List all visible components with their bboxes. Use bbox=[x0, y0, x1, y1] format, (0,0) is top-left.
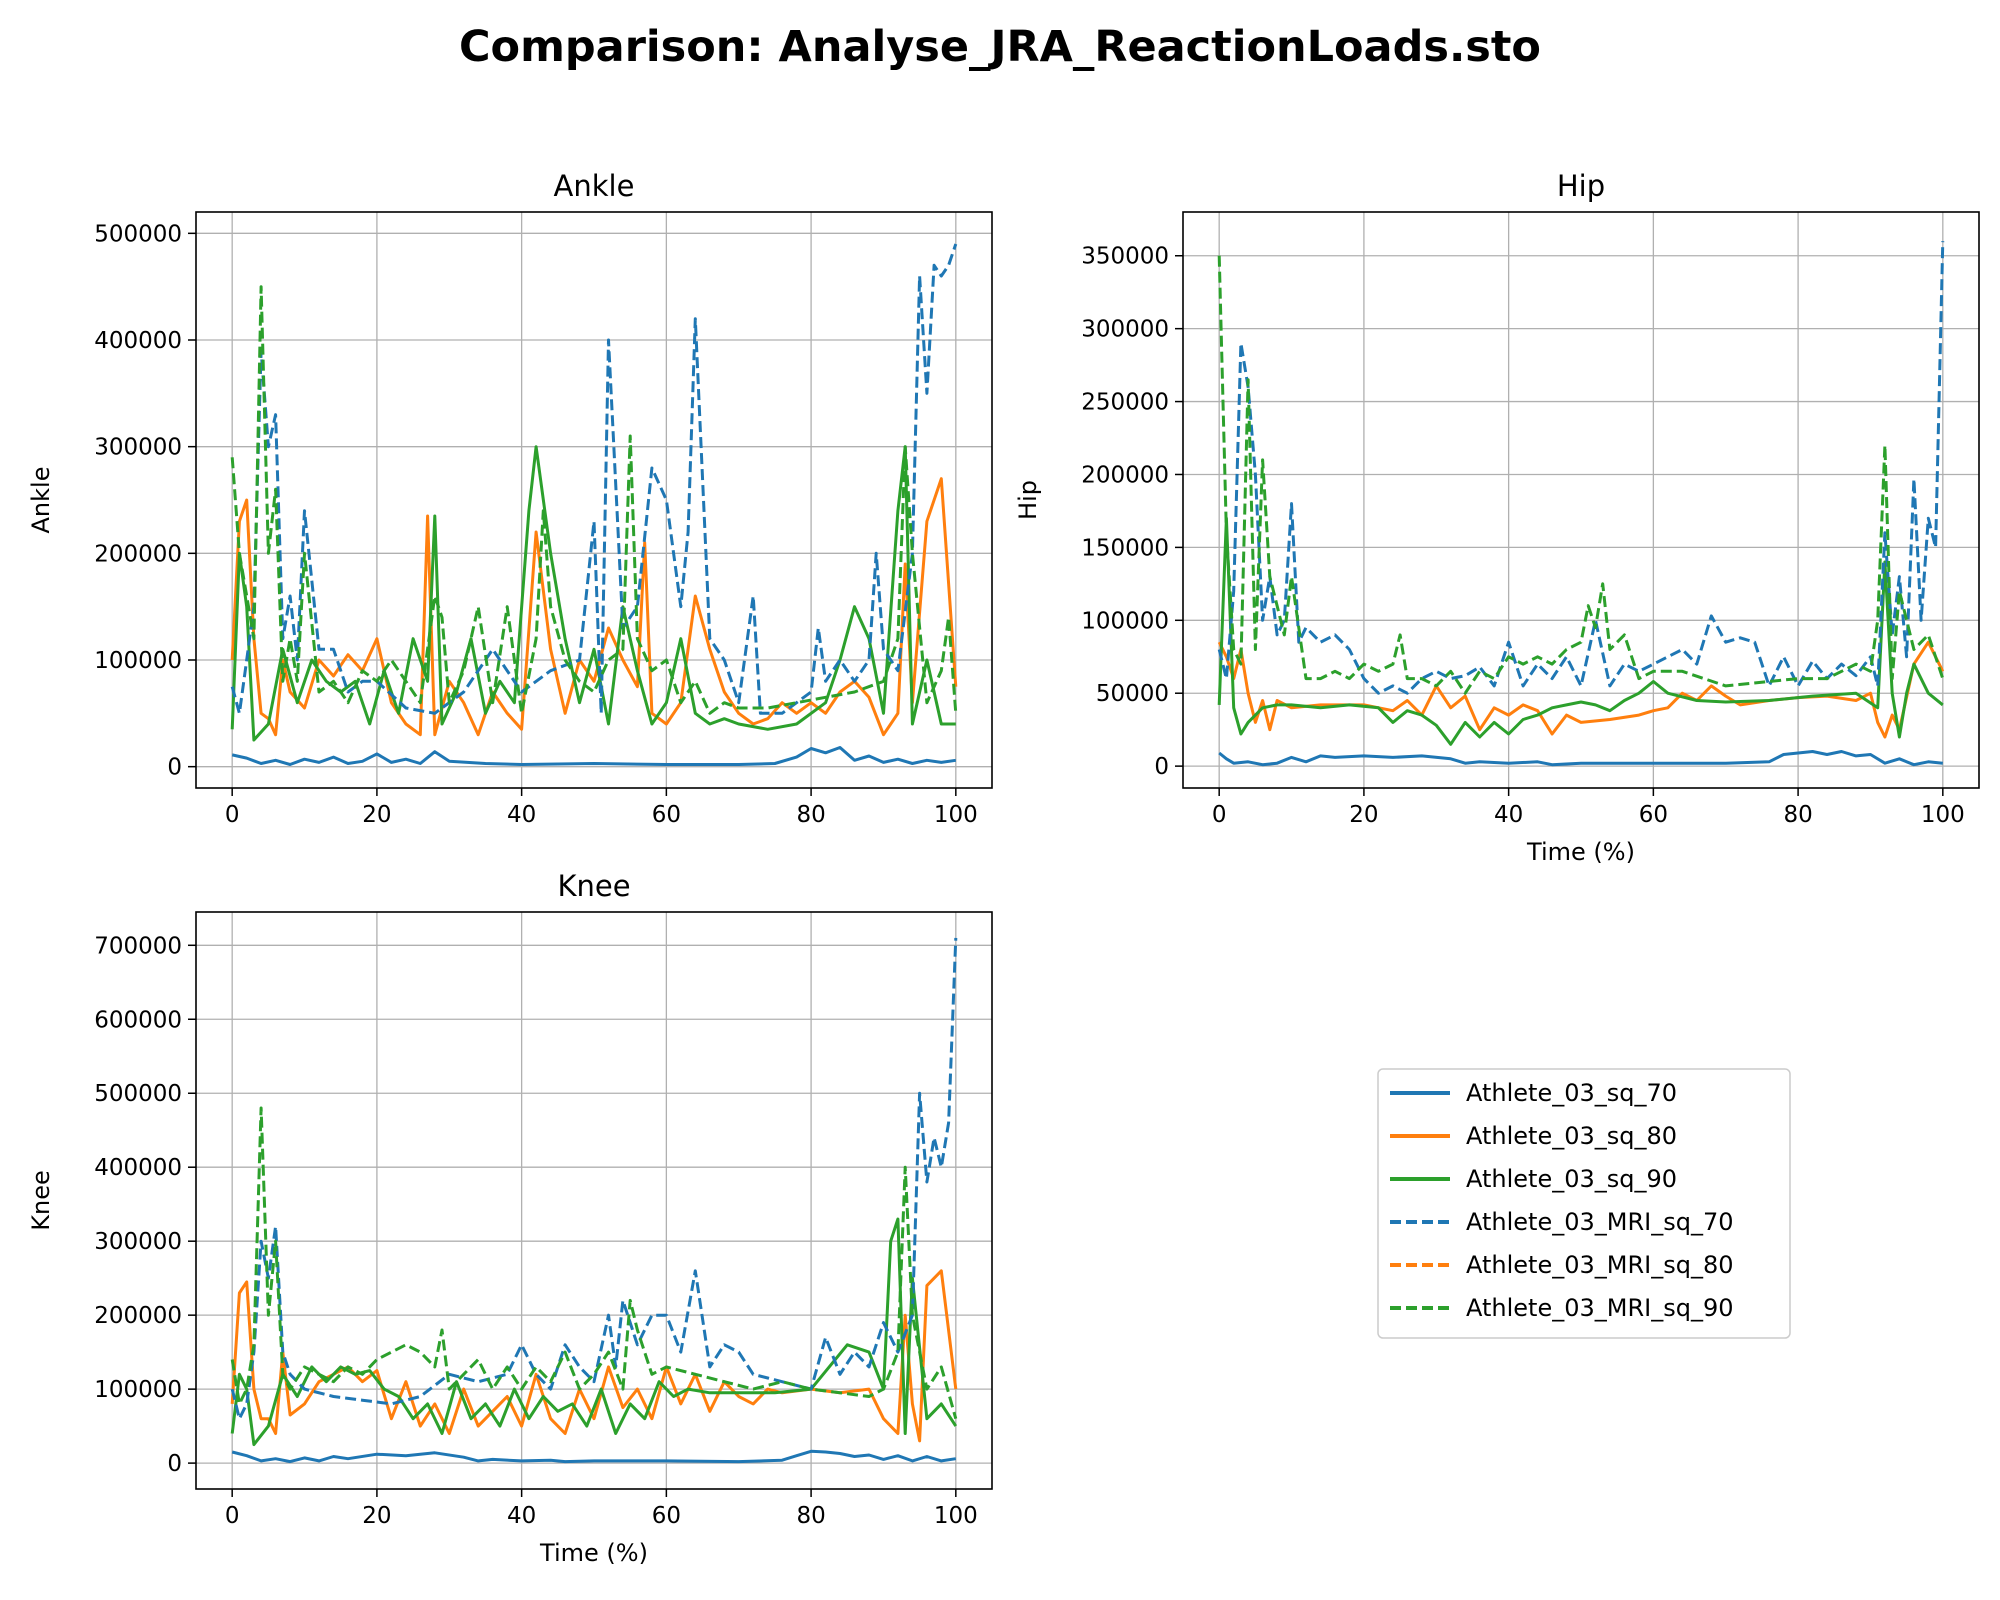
x-tick-label: 60 bbox=[652, 1503, 681, 1529]
legend: Athlete_03_sq_70 Athlete_03_sq_80 Athlete_… bbox=[1377, 1068, 1791, 1339]
series-group bbox=[230, 937, 958, 1464]
legend-label: Athlete_03_MRI_sq_80 bbox=[1466, 1251, 1734, 1279]
y-tick-label: 400000 bbox=[94, 1155, 182, 1181]
y-tick-label: 500000 bbox=[94, 1081, 182, 1107]
x-tick-label: 40 bbox=[507, 802, 536, 828]
legend-box bbox=[1377, 1068, 1791, 1339]
series-line-athlete-03-mri-sq-90 bbox=[1217, 255, 1945, 695]
y-tick-label: 0 bbox=[1154, 754, 1169, 780]
figure-title: Comparison: Analyse_JRA_ReactionLoads.st… bbox=[459, 22, 1541, 72]
series-line-athlete-03-sq-90 bbox=[1217, 516, 1944, 746]
y-tick-label: 100000 bbox=[94, 648, 182, 674]
series-line-athlete-03-mri-sq-70 bbox=[1217, 241, 1945, 695]
subplot-title: Ankle bbox=[554, 169, 635, 203]
series-line-athlete-03-sq-70 bbox=[231, 1449, 957, 1464]
subplot-title: Knee bbox=[557, 869, 630, 903]
y-tick-label: 150000 bbox=[1081, 535, 1169, 561]
axes-frame bbox=[1182, 211, 1980, 789]
subplot-hip: 0 20 40 60 80 100 0 50000 100000 150000 200000 2500… bbox=[1014, 169, 1980, 866]
x-tick-label: 80 bbox=[796, 1503, 825, 1529]
legend-label: Athlete_03_MRI_sq_70 bbox=[1466, 1208, 1734, 1236]
series-line-athlete-03-sq-70 bbox=[231, 746, 957, 766]
x-tick-label: 60 bbox=[652, 802, 681, 828]
x-tick-label: 100 bbox=[1921, 802, 1965, 828]
axes-frame bbox=[195, 211, 993, 789]
y-tick-label: 600000 bbox=[94, 1007, 182, 1033]
series-line-athlete-03-mri-sq-90 bbox=[230, 1106, 958, 1420]
legend-label: Athlete_03_sq_90 bbox=[1466, 1165, 1677, 1193]
x-axis-label: Time (%) bbox=[539, 1539, 648, 1567]
y-tick-label: 300000 bbox=[94, 1229, 182, 1255]
x-tick-label: 80 bbox=[796, 802, 825, 828]
y-tick-label: 200000 bbox=[1081, 462, 1169, 488]
x-tick-label: 0 bbox=[225, 802, 240, 828]
x-tick-label: 40 bbox=[1494, 802, 1523, 828]
series-line-athlete-03-mri-sq-70 bbox=[230, 243, 958, 715]
x-tick-label: 0 bbox=[1212, 802, 1227, 828]
y-tick-label: 200000 bbox=[94, 1303, 182, 1329]
series-line-athlete-03-sq-70 bbox=[1218, 750, 1943, 767]
x-tick-label: 40 bbox=[507, 1503, 536, 1529]
y-tick-label: 400000 bbox=[94, 328, 182, 354]
y-tick-label: 250000 bbox=[1081, 390, 1169, 416]
x-tick-label: 20 bbox=[1349, 802, 1378, 828]
y-tick-label: 300000 bbox=[1081, 317, 1169, 343]
y-tick-label: 0 bbox=[167, 755, 182, 781]
x-tick-label: 60 bbox=[1639, 802, 1668, 828]
x-tick-label: 80 bbox=[1783, 802, 1812, 828]
series-line-athlete-03-sq-90 bbox=[230, 1217, 958, 1447]
x-tick-label: 100 bbox=[934, 802, 978, 828]
y-axis-label: Knee bbox=[27, 1170, 55, 1230]
x-tick-label: 20 bbox=[362, 1503, 391, 1529]
y-tick-label: 200000 bbox=[94, 541, 182, 567]
subplot-ankle: 0 20 40 60 80 100 0 100000 200000 300000 400000 500… bbox=[27, 169, 993, 828]
series-line-athlete-03-sq-80 bbox=[230, 1269, 958, 1443]
y-tick-label: 300000 bbox=[94, 435, 182, 461]
legend-label: Athlete_03_MRI_sq_90 bbox=[1466, 1294, 1734, 1322]
legend-label: Athlete_03_sq_80 bbox=[1466, 1122, 1677, 1150]
series-line-athlete-03-mri-sq-90 bbox=[230, 285, 958, 715]
y-tick-label: 500000 bbox=[94, 221, 182, 247]
y-axis-label: Hip bbox=[1014, 480, 1042, 520]
series-group bbox=[1217, 241, 1945, 767]
series-group bbox=[230, 243, 958, 766]
x-axis-label: Time (%) bbox=[1526, 838, 1635, 866]
y-axis-label: Ankle bbox=[27, 467, 55, 534]
y-tick-label: 700000 bbox=[94, 933, 182, 959]
x-tick-label: 100 bbox=[934, 1503, 978, 1529]
y-tick-label: 350000 bbox=[1081, 244, 1169, 270]
x-tick-label: 0 bbox=[225, 1503, 240, 1529]
y-tick-label: 100000 bbox=[94, 1377, 182, 1403]
legend-label: Athlete_03_sq_70 bbox=[1466, 1079, 1677, 1107]
series-line-athlete-03-sq-80 bbox=[230, 477, 958, 737]
series-line-athlete-03-sq-90 bbox=[230, 445, 956, 742]
subplot-knee: 0 20 40 60 80 100 0 100000 200000 300000 400000 500… bbox=[27, 869, 993, 1567]
series-line-athlete-03-sq-80 bbox=[1217, 640, 1945, 739]
y-tick-label: 0 bbox=[167, 1451, 182, 1477]
x-tick-label: 20 bbox=[362, 802, 391, 828]
y-tick-label: 100000 bbox=[1081, 608, 1169, 634]
y-tick-label: 50000 bbox=[1096, 681, 1169, 707]
subplot-title: Hip bbox=[1557, 169, 1605, 203]
axes-frame bbox=[195, 911, 993, 1490]
